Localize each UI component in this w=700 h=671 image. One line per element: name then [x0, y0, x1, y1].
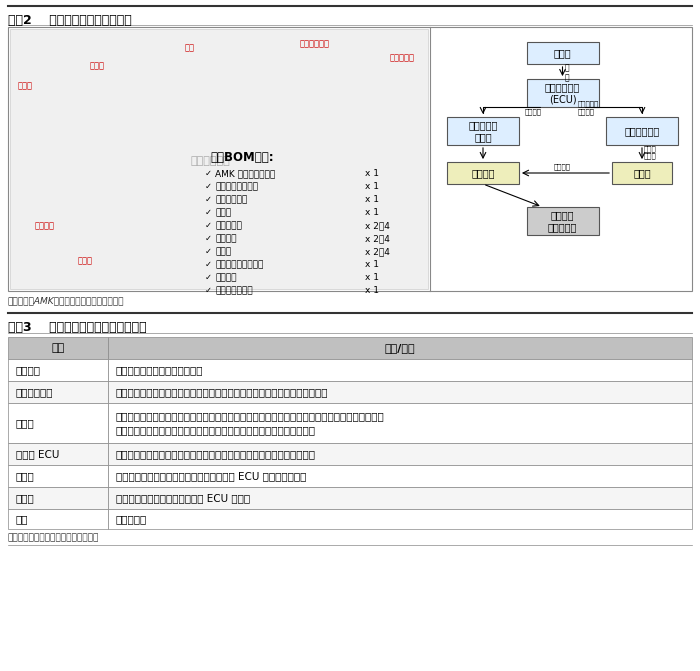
- Text: 实时控制空气供给单元和减振器，以调节空气弹簧刚度及减振器阻尼力；: 实时控制空气供给单元和减振器，以调节空气弹簧刚度及减振器阻尼力；: [116, 449, 316, 459]
- FancyBboxPatch shape: [8, 381, 108, 403]
- Text: x 2或4: x 2或4: [365, 234, 390, 243]
- FancyBboxPatch shape: [526, 79, 598, 107]
- FancyBboxPatch shape: [8, 27, 692, 291]
- Text: 输送空气: 输送空气: [554, 164, 571, 170]
- Text: 空气弹簧: 空气弹簧: [16, 365, 41, 375]
- Text: 储气罐: 储气罐: [16, 493, 35, 503]
- FancyBboxPatch shape: [108, 509, 692, 529]
- Text: 其他: 其他: [16, 514, 29, 524]
- Text: 储气罐: 储气罐: [215, 208, 231, 217]
- Text: 资料来源：汽车之家，平安证券研究所: 资料来源：汽车之家，平安证券研究所: [8, 533, 99, 542]
- Text: 传感器: 传感器: [554, 48, 571, 58]
- Text: 控制阻尼: 控制阻尼: [524, 108, 542, 115]
- Text: 图表3    空气悬架的核心部件及其作用: 图表3 空气悬架的核心部件及其作用: [8, 321, 146, 334]
- Text: 资料来源：AMK，盖世汽车，平安证券研究所: 资料来源：AMK，盖世汽车，平安证券研究所: [8, 296, 125, 305]
- Text: x 1: x 1: [365, 169, 379, 178]
- Text: 电子控制单元: 电子控制单元: [215, 195, 247, 204]
- Text: 信
号: 信 号: [564, 63, 569, 83]
- Text: x 2或4: x 2或4: [365, 221, 390, 230]
- Text: 电源线束: 电源线束: [215, 273, 237, 282]
- Text: 空气管路等: 空气管路等: [116, 514, 147, 524]
- Text: ✓: ✓: [205, 260, 212, 269]
- FancyBboxPatch shape: [8, 337, 108, 359]
- FancyBboxPatch shape: [8, 509, 108, 529]
- Text: x 1: x 1: [365, 208, 379, 217]
- Text: 弹性元件：缓冲、减振、承重；: 弹性元件：缓冲、减振、承重；: [116, 365, 204, 375]
- Text: x 1: x 1: [365, 260, 379, 269]
- Text: 减震器: 减震器: [215, 247, 231, 256]
- Text: ✓: ✓: [205, 195, 212, 204]
- Text: 控制压缩机
和悬架阀: 控制压缩机 和悬架阀: [578, 101, 598, 115]
- Text: 阀块范压力传感器: 阀块范压力传感器: [215, 182, 258, 191]
- Text: 控制单元: 控制单元: [35, 221, 55, 230]
- Text: 电子控制单元
(ECU): 电子控制单元 (ECU): [545, 82, 580, 104]
- FancyBboxPatch shape: [108, 381, 692, 403]
- Text: x 1: x 1: [365, 286, 379, 295]
- FancyBboxPatch shape: [526, 42, 598, 64]
- Text: 储气罐: 储气罐: [78, 256, 93, 265]
- Text: 空气弹簧: 空气弹簧: [215, 234, 237, 243]
- Text: 图表2    空气悬架构成及工作链路: 图表2 空气悬架构成及工作链路: [8, 14, 132, 27]
- FancyBboxPatch shape: [10, 29, 428, 289]
- FancyBboxPatch shape: [8, 487, 108, 509]
- Text: ✓: ✓: [205, 221, 212, 230]
- Text: 减振器: 减振器: [16, 418, 35, 428]
- FancyBboxPatch shape: [108, 443, 692, 465]
- Text: 手持或内置开关控制: 手持或内置开关控制: [215, 260, 263, 269]
- Text: 主动自适应
减震器: 主动自适应 减震器: [468, 120, 498, 142]
- FancyBboxPatch shape: [8, 403, 108, 443]
- Text: 传感器: 传感器: [16, 471, 35, 481]
- FancyBboxPatch shape: [526, 207, 598, 235]
- Text: 包括空气压缩机、分配阀、悬置等，通过充放气动态调节空气弹簧伸缩状态；: 包括空气压缩机、分配阀、悬置等，通过充放气动态调节空气弹簧伸缩状态；: [116, 387, 328, 397]
- Text: 空气供给单元: 空气供给单元: [16, 387, 53, 397]
- FancyBboxPatch shape: [108, 359, 692, 381]
- Text: 空气供给单元: 空气供给单元: [624, 126, 659, 136]
- Text: 成热能释放出去。配合空气弹簧，缓冲振动，提升坎坷路段驾乘平顺感；: 成热能释放出去。配合空气弹簧，缓冲振动，提升坎坷路段驾乘平顺感；: [116, 425, 316, 435]
- Text: 配合空气压缩机，以备及时响应 ECU 信号；: 配合空气压缩机，以备及时响应 ECU 信号；: [116, 493, 250, 503]
- Text: 支柱: 支柱: [185, 43, 195, 52]
- Text: AMK 空压机带干燥器: AMK 空压机带干燥器: [215, 169, 275, 178]
- FancyBboxPatch shape: [447, 162, 519, 184]
- FancyBboxPatch shape: [108, 337, 692, 359]
- FancyBboxPatch shape: [612, 162, 672, 184]
- Text: 加速度传感器: 加速度传感器: [300, 39, 330, 48]
- Text: 高度传感器: 高度传感器: [390, 53, 415, 62]
- Text: ✓: ✓: [205, 286, 212, 295]
- Text: 气管线束及配件: 气管线束及配件: [215, 286, 253, 295]
- Text: 空压机: 空压机: [18, 81, 33, 90]
- Text: x 1: x 1: [365, 195, 379, 204]
- Text: x 2或4: x 2或4: [365, 247, 390, 256]
- Text: ✓: ✓: [205, 182, 212, 191]
- Text: 高度传感器: 高度传感器: [215, 221, 242, 230]
- Text: ✓: ✓: [205, 273, 212, 282]
- Text: 部件: 部件: [51, 343, 64, 353]
- Text: （车辆图示）: （车辆图示）: [190, 156, 230, 166]
- FancyBboxPatch shape: [108, 487, 692, 509]
- FancyBboxPatch shape: [108, 403, 692, 443]
- FancyBboxPatch shape: [447, 117, 519, 145]
- Text: 阀模块: 阀模块: [90, 61, 105, 70]
- Text: 输送干
燥空气: 输送干 燥空气: [644, 145, 657, 159]
- Text: 高度传感器、车身加速度传感器等：随时向 ECU 传递车辆状态；: 高度传感器、车身加速度传感器等：随时向 ECU 传递车辆状态；: [116, 471, 307, 481]
- FancyBboxPatch shape: [8, 465, 108, 487]
- FancyBboxPatch shape: [8, 359, 108, 381]
- Text: 储气罐: 储气罐: [634, 168, 651, 178]
- FancyBboxPatch shape: [8, 443, 108, 465]
- FancyBboxPatch shape: [606, 117, 678, 145]
- Text: 阻尼元件，抑制和吸收弹簧振动带来的能量，并将这种能量经活塞杆在减振器缸筒的上下移动转换: 阻尼元件，抑制和吸收弹簧振动带来的能量，并将这种能量经活塞杆在减振器缸筒的上下移…: [116, 411, 385, 421]
- FancyBboxPatch shape: [108, 465, 692, 487]
- Text: 构成/作用: 构成/作用: [385, 343, 415, 353]
- Text: ✓: ✓: [205, 234, 212, 243]
- Text: x 1: x 1: [365, 182, 379, 191]
- Text: ✓: ✓: [205, 169, 212, 178]
- Text: 调节悬架
高度与刚度: 调节悬架 高度与刚度: [548, 210, 578, 232]
- Text: ✓: ✓: [205, 247, 212, 256]
- Text: x 1: x 1: [365, 273, 379, 282]
- Text: ✓: ✓: [205, 208, 212, 217]
- Text: 典型BOM清单:: 典型BOM清单:: [210, 151, 274, 164]
- Text: 控制器 ECU: 控制器 ECU: [16, 449, 60, 459]
- Text: 空气弹簧: 空气弹簧: [471, 168, 495, 178]
